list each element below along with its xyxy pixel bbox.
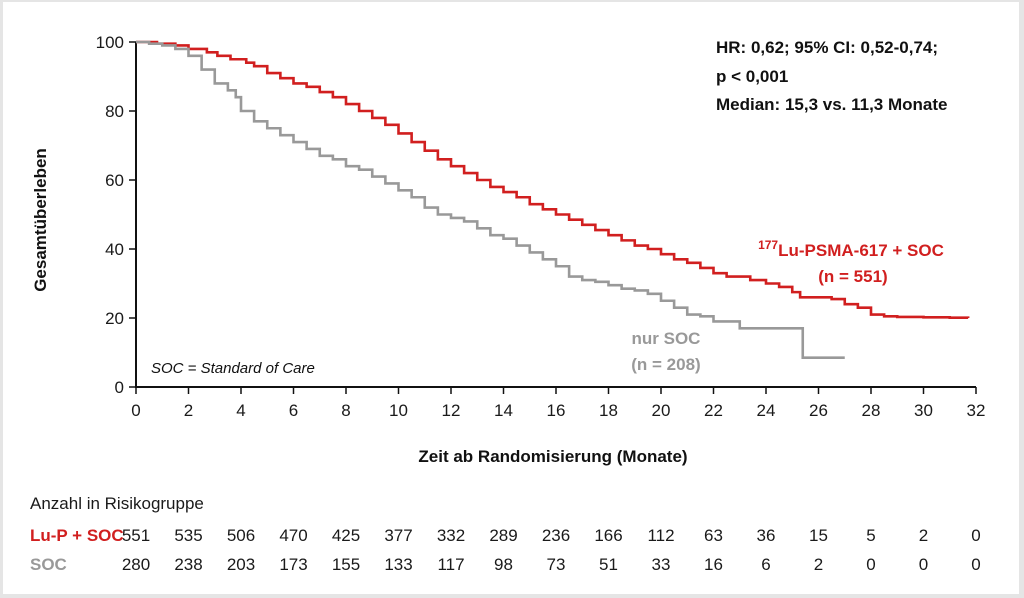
- y-tick-label: 60: [105, 171, 124, 190]
- control-label: nur SOC: [632, 329, 701, 348]
- x-tick-label: 4: [236, 401, 245, 420]
- risk-value-treatment: 15: [809, 526, 828, 545]
- risk-value-control: 0: [919, 555, 928, 574]
- x-tick-label: 10: [389, 401, 408, 420]
- x-tick-label: 18: [599, 401, 618, 420]
- y-ticks: 0 20 40 60 80 100: [96, 33, 136, 397]
- risk-value-treatment: 551: [122, 526, 150, 545]
- x-tick-label: 26: [809, 401, 828, 420]
- x-tick-label: 22: [704, 401, 723, 420]
- risk-value-control: 33: [652, 555, 671, 574]
- x-tick-label: 16: [547, 401, 566, 420]
- risk-value-control: 0: [866, 555, 875, 574]
- risk-value-treatment: 289: [489, 526, 517, 545]
- risk-value-control: 0: [971, 555, 980, 574]
- risk-value-treatment: 63: [704, 526, 723, 545]
- risk-value-treatment: 332: [437, 526, 465, 545]
- soc-footnote: SOC = Standard of Care: [151, 360, 315, 377]
- x-ticks: 0 2 4 6 8 10 12 14 16 18 20 22 24 26 28 30 32: [131, 387, 985, 420]
- x-tick-label: 2: [184, 401, 193, 420]
- risk-value-control: 117: [437, 555, 464, 574]
- risk-value-control: 2: [814, 555, 823, 574]
- treatment-n-label: (n = 551): [818, 267, 887, 286]
- risk-values: 551 535 506 470 425 377 332 289 236 166 112 63 36 15 5…: [122, 526, 981, 574]
- risk-value-control: 51: [599, 555, 618, 574]
- risk-value-treatment: 166: [594, 526, 622, 545]
- risk-value-control: 16: [704, 555, 723, 574]
- risk-value-treatment: 506: [227, 526, 255, 545]
- risk-row-label-control: SOC: [30, 555, 67, 574]
- x-tick-label: 6: [289, 401, 298, 420]
- risk-value-treatment: 112: [647, 526, 674, 545]
- treatment-label-superscript: 177: [758, 238, 778, 252]
- risk-table-title: Anzahl in Risikogruppe: [30, 494, 204, 513]
- hr-text-line2: p < 0,001: [716, 67, 788, 86]
- risk-value-treatment: 377: [384, 526, 412, 545]
- risk-value-treatment: 0: [971, 526, 980, 545]
- y-tick-label: 20: [105, 309, 124, 328]
- y-tick-label: 80: [105, 102, 124, 121]
- risk-value-control: 98: [494, 555, 513, 574]
- y-tick-label: 40: [105, 240, 124, 259]
- risk-value-treatment: 470: [279, 526, 307, 545]
- x-tick-label: 20: [652, 401, 671, 420]
- risk-value-control: 173: [279, 555, 307, 574]
- x-tick-label: 28: [862, 401, 881, 420]
- risk-value-control: 203: [227, 555, 255, 574]
- x-tick-label: 32: [967, 401, 986, 420]
- control-n-label: (n = 208): [631, 355, 700, 374]
- risk-row-label-treatment: Lu-P + SOC: [30, 526, 124, 545]
- risk-value-control: 238: [174, 555, 202, 574]
- x-axis-title: Zeit ab Randomisierung (Monate): [418, 447, 687, 466]
- risk-value-control: 280: [122, 555, 150, 574]
- hr-text-line1: HR: 0,62; 95% CI: 0,52-0,74;: [716, 38, 938, 57]
- x-tick-label: 30: [914, 401, 933, 420]
- risk-value-control: 133: [384, 555, 412, 574]
- figure-frame: 0 20 40 60 80 100 0 2 4 6 8 10 12 14 16 18 20 22 24 26 28 30…: [3, 2, 1019, 594]
- x-tick-label: 0: [131, 401, 140, 420]
- risk-value-control: 73: [547, 555, 566, 574]
- x-tick-label: 12: [442, 401, 461, 420]
- x-tick-label: 8: [341, 401, 350, 420]
- control-survival-line: [136, 40, 845, 359]
- y-axis-title: Gesamtüberleben: [31, 148, 50, 292]
- risk-value-control: 6: [761, 555, 770, 574]
- x-tick-label: 14: [494, 401, 513, 420]
- risk-value-treatment: 2: [919, 526, 928, 545]
- risk-value-treatment: 236: [542, 526, 570, 545]
- treatment-label: 177Lu-PSMA-617 + SOC: [758, 238, 944, 260]
- median-text: Median: 15,3 vs. 11,3 Monate: [716, 95, 947, 114]
- y-tick-label: 100: [96, 33, 124, 52]
- treatment-label-name: Lu-PSMA-617 + SOC: [778, 241, 944, 260]
- risk-value-treatment: 535: [174, 526, 202, 545]
- y-tick-label: 0: [115, 378, 124, 397]
- x-tick-label: 24: [757, 401, 776, 420]
- risk-value-treatment: 5: [866, 526, 875, 545]
- risk-value-treatment: 36: [757, 526, 776, 545]
- risk-value-control: 155: [332, 555, 360, 574]
- treatment-survival-line: [136, 40, 970, 319]
- series-layer: [136, 40, 970, 359]
- risk-value-treatment: 425: [332, 526, 360, 545]
